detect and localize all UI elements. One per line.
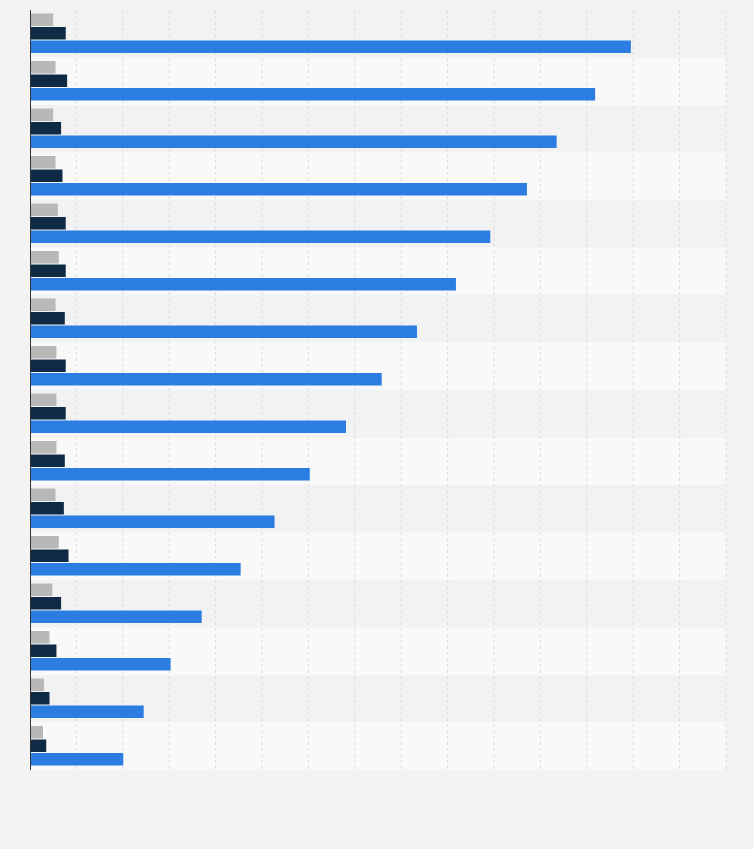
bar-series-1 <box>30 108 54 121</box>
bar-series-3 <box>30 135 557 148</box>
bar-series-3 <box>30 468 310 481</box>
bar-series-3 <box>30 420 346 433</box>
bar-series-1 <box>30 298 56 311</box>
bar-series-3 <box>30 40 631 53</box>
row-bands <box>30 10 726 770</box>
bar-chart <box>30 10 727 770</box>
bar-series-2 <box>30 217 66 230</box>
bar-series-1 <box>30 583 53 596</box>
bar-series-2 <box>30 454 65 467</box>
bar-series-2 <box>30 549 69 562</box>
chart-footer <box>0 772 754 849</box>
bar-series-2 <box>30 27 66 40</box>
bar-series-1 <box>30 203 58 216</box>
bar-series-3 <box>30 183 527 196</box>
bar-series-2 <box>30 264 66 277</box>
bar-series-1 <box>30 536 59 549</box>
bar-series-1 <box>30 156 56 169</box>
bar-series-1 <box>30 393 57 406</box>
bar-series-3 <box>30 515 275 528</box>
bar-series-2 <box>30 359 66 372</box>
bar-series-1 <box>30 13 54 26</box>
bar-series-3 <box>30 230 491 243</box>
bar-series-2 <box>30 169 63 182</box>
bar-series-3 <box>30 563 241 576</box>
bar-series-1 <box>30 346 57 359</box>
bar-series-1 <box>30 61 56 74</box>
bar-series-3 <box>30 753 124 766</box>
bar-series-3 <box>30 705 144 718</box>
bar-series-3 <box>30 325 417 338</box>
bar-series-2 <box>30 644 57 657</box>
row-band <box>30 675 726 723</box>
bar-series-2 <box>30 312 65 325</box>
bar-series-1 <box>30 726 43 739</box>
bar-series-3 <box>30 658 171 671</box>
bar-series-3 <box>30 278 456 291</box>
bar-series-3 <box>30 610 202 623</box>
bar-series-2 <box>30 692 50 705</box>
bar-series-2 <box>30 597 62 610</box>
bar-series-1 <box>30 488 56 501</box>
row-band <box>30 722 726 770</box>
bar-series-2 <box>30 407 66 420</box>
bar-series-1 <box>30 441 57 454</box>
bar-series-2 <box>30 739 47 752</box>
bar-series-2 <box>30 74 68 87</box>
bar-series-2 <box>30 122 62 135</box>
bar-series-1 <box>30 631 50 644</box>
bars <box>30 13 631 766</box>
bar-series-2 <box>30 502 64 515</box>
bar-series-1 <box>30 251 59 264</box>
bar-series-3 <box>30 88 596 101</box>
bar-series-3 <box>30 373 382 386</box>
bar-series-1 <box>30 678 44 691</box>
